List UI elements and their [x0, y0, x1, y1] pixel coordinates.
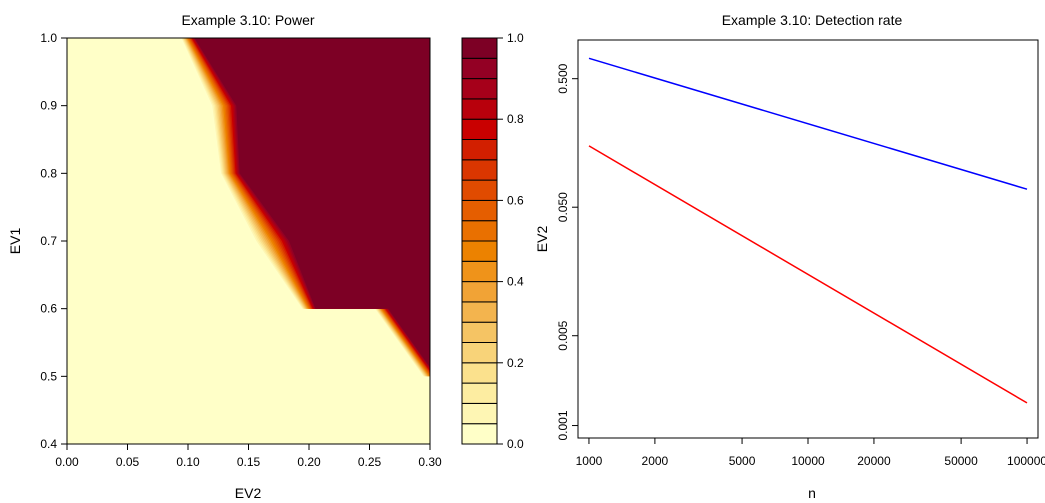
power-x-tick-label: 0.20 [297, 455, 321, 469]
colorbar-cell [461, 260, 498, 283]
colorbar-cell [461, 382, 498, 404]
power-chart: Example 3.10: Power 0.00 0.05 0.10 0.15 0.20… [7, 12, 442, 501]
colorbar-cell [461, 423, 498, 445]
power-colorbar: 0.0 0.2 0.4 0.6 0.8 1.0 [461, 31, 524, 451]
colorbar-cell [461, 118, 498, 140]
detection-x-tick-label: 50000 [944, 454, 978, 468]
power-x-tick-label: 0.30 [418, 455, 442, 469]
detection-y-tick-label: 0.050 [556, 192, 570, 222]
detection-x-tick-label: 10000 [791, 454, 825, 468]
series-line-2 [588, 145, 1028, 404]
colorbar-cell [461, 199, 498, 222]
power-x-tick-label: 0.05 [116, 455, 140, 469]
power-chart-title: Example 3.10: Power [181, 12, 314, 28]
series-line-1 [588, 57, 1028, 190]
power-x-tick-label: 0.00 [55, 455, 79, 469]
colorbar-tick-label: 0.2 [507, 356, 524, 370]
power-y-tick-label: 0.8 [40, 166, 57, 180]
power-y-tick-label: 0.9 [40, 99, 57, 113]
detection-y-axis: 0.001 0.005 0.050 0.500 [556, 63, 578, 441]
colorbar-tick-label: 0.6 [507, 193, 524, 207]
colorbar-cell [461, 220, 498, 242]
power-y-tick-label: 0.7 [40, 234, 57, 248]
power-x-tick-label: 0.25 [358, 455, 382, 469]
colorbar-cell [461, 37, 498, 59]
power-y-axis: 0.4 0.5 0.6 0.7 0.8 0.9 1.0 [40, 31, 67, 451]
heatmap-level-band [194, 38, 430, 368]
colorbar-cell [461, 78, 498, 100]
power-x-tick-label: 0.10 [176, 455, 200, 469]
power-y-axis-label: EV1 [7, 228, 23, 255]
detection-y-axis-label: EV2 [534, 226, 550, 253]
colorbar-tick-label: 0.8 [507, 112, 524, 126]
detection-x-tick-label: 5000 [729, 454, 756, 468]
power-y-tick-label: 0.5 [40, 369, 57, 383]
colorbar-frame [461, 37, 498, 445]
detection-x-axis-label: n [808, 485, 816, 501]
colorbar-cells [461, 37, 498, 445]
heatmap-level-bands [181, 38, 430, 377]
colorbar-cell [461, 301, 498, 323]
colorbar-ticks: 0.0 0.2 0.4 0.6 0.8 1.0 [497, 31, 524, 451]
detection-y-tick-label: 0.001 [556, 410, 570, 440]
detection-x-axis: 1000 2000 5000 10000 20000 50000 100000 [576, 438, 1045, 468]
colorbar-cell [461, 402, 498, 425]
detection-y-tick-label: 0.500 [556, 63, 570, 93]
power-x-axis-label: EV2 [235, 485, 262, 501]
detection-x-tick-label: 20000 [857, 454, 891, 468]
power-x-axis: 0.00 0.05 0.10 0.15 0.20 0.25 0.30 [55, 444, 442, 469]
detection-x-tick-label: 100000 [1007, 454, 1045, 468]
colorbar-tick-label: 1.0 [507, 31, 524, 45]
colorbar-cell [461, 342, 498, 364]
power-y-tick-label: 1.0 [40, 31, 57, 45]
colorbar-cell [461, 281, 498, 303]
colorbar-cell [461, 240, 498, 262]
colorbar-cell [461, 179, 498, 201]
colorbar-tick-label: 0.0 [507, 437, 524, 451]
detection-frame [577, 39, 1039, 439]
detection-series [588, 57, 1028, 404]
colorbar-cell [461, 57, 498, 80]
power-y-tick-label: 0.4 [40, 437, 57, 451]
detection-chart: Example 3.10: Detection rate 1000 2000 500… [534, 12, 1045, 501]
detection-x-tick-label: 1000 [576, 454, 603, 468]
detection-y-tick-label: 0.005 [556, 320, 570, 350]
colorbar-cell [461, 321, 498, 344]
detection-chart-title: Example 3.10: Detection rate [722, 12, 903, 28]
heatmap-area [67, 38, 430, 444]
colorbar-cell [461, 139, 498, 161]
detection-x-tick-label: 2000 [642, 454, 669, 468]
colorbar-cell [461, 98, 498, 120]
colorbar-cell [461, 362, 498, 384]
colorbar-cell [461, 159, 498, 181]
power-y-tick-label: 0.6 [40, 302, 57, 316]
colorbar-tick-label: 0.4 [507, 275, 524, 289]
power-x-tick-label: 0.15 [237, 455, 261, 469]
